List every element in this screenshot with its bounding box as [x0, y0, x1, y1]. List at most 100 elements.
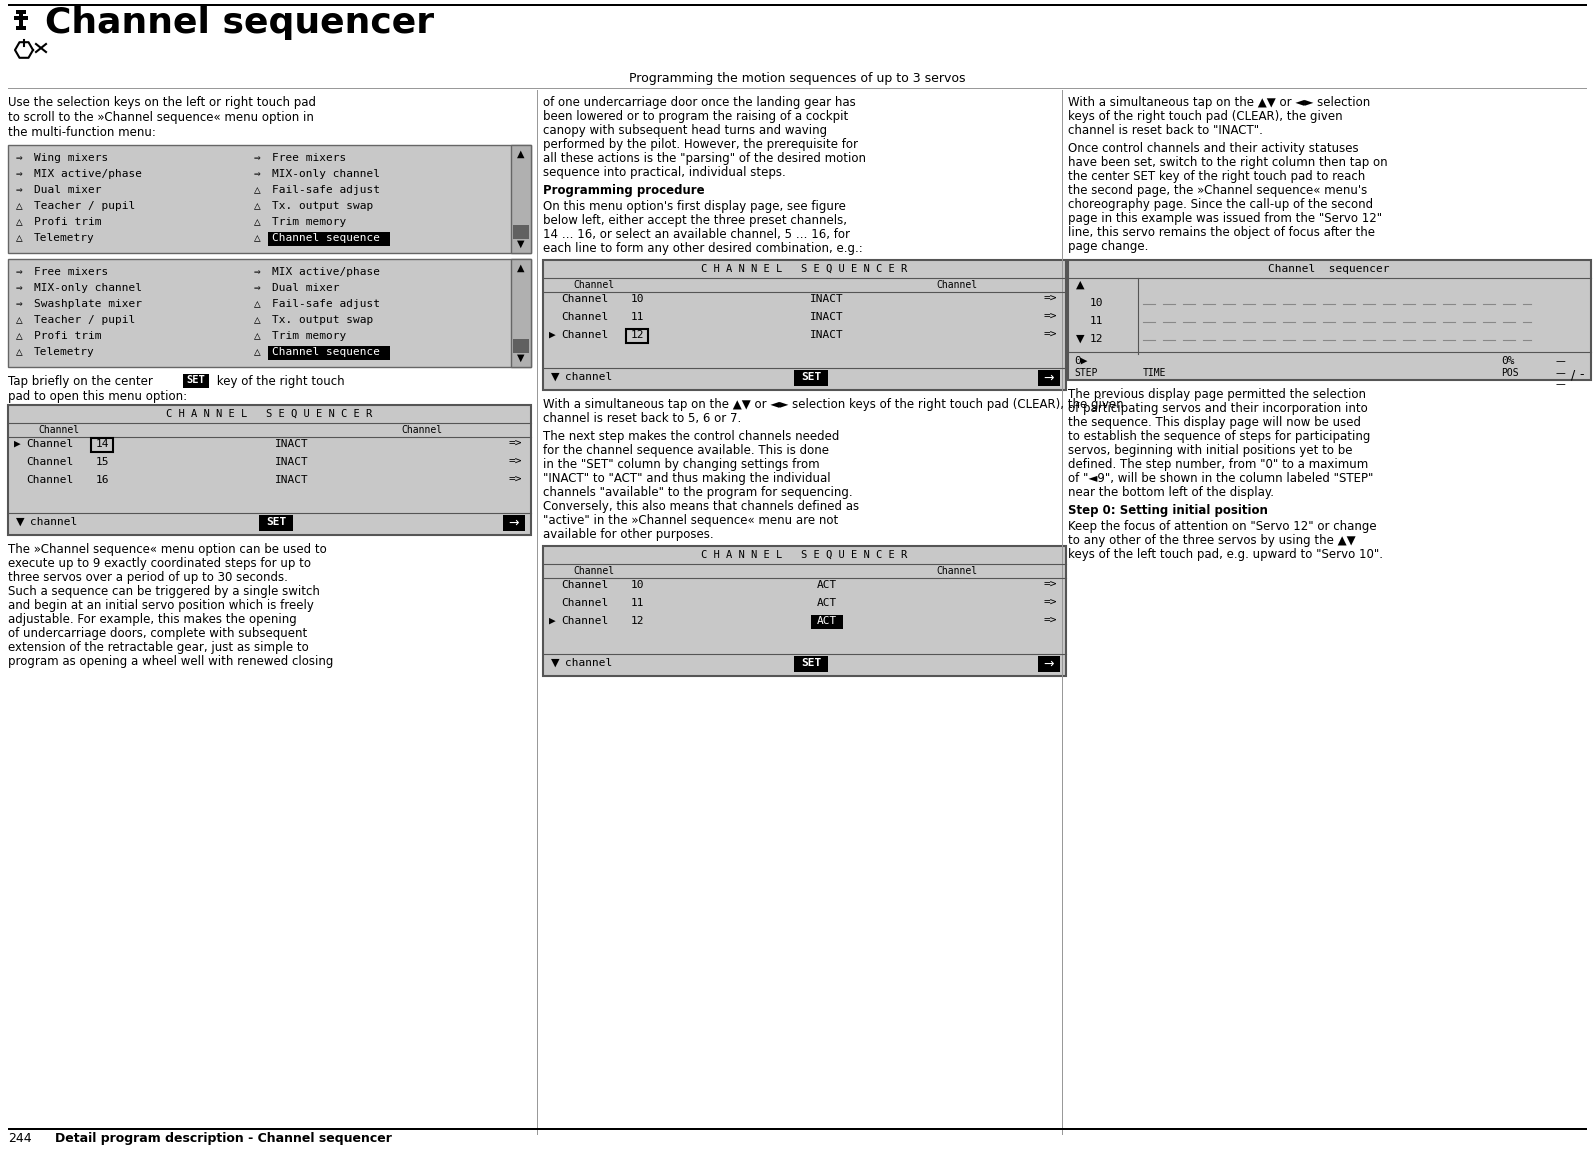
Text: pad to open this menu option:: pad to open this menu option: [8, 390, 187, 404]
Bar [1038, 370, 1061, 386]
Bar [14, 16, 29, 20]
Text: Telemetry: Telemetry [33, 347, 94, 357]
Text: Fail-safe adjust: Fail-safe adjust [273, 299, 380, 309]
Text: MIX-only channel: MIX-only channel [273, 169, 380, 179]
Text: →: → [1043, 658, 1054, 671]
Text: 0▶: 0▶ [1073, 356, 1088, 366]
Text: Channel: Channel [573, 280, 614, 291]
Text: △: △ [16, 201, 22, 211]
Text: adjustable. For example, this makes the opening: adjustable. For example, this makes the … [8, 613, 297, 626]
Text: Such a sequence can be triggered by a single switch: Such a sequence can be triggered by a si… [8, 585, 321, 598]
Text: Free mixers: Free mixers [273, 153, 346, 163]
Text: Trim memory: Trim memory [273, 331, 346, 341]
Text: sequence into practical, individual steps.: sequence into practical, individual step… [542, 166, 786, 179]
Bar [1069, 259, 1590, 380]
Text: 10: 10 [630, 580, 644, 590]
Text: Trim memory: Trim memory [273, 217, 346, 227]
Text: ⇒: ⇒ [254, 153, 260, 163]
Text: Channel sequencer: Channel sequencer [45, 6, 434, 40]
Text: ACT: ACT [817, 598, 837, 608]
Text: INACT: INACT [274, 439, 309, 449]
Bar [810, 615, 844, 630]
Text: below left, either accept the three preset channels,: below left, either accept the three pres… [542, 214, 847, 227]
Text: —
—
—: — — — [1557, 356, 1566, 390]
Text: △: △ [254, 233, 260, 243]
Text: Teacher / pupil: Teacher / pupil [33, 315, 136, 325]
Bar [514, 339, 530, 353]
Text: 12: 12 [630, 330, 644, 340]
Text: Channel  sequencer: Channel sequencer [1268, 264, 1389, 274]
Text: 10: 10 [1089, 297, 1104, 308]
Text: Telemetry: Telemetry [33, 233, 94, 243]
Text: three servos over a period of up to 30 seconds.: three servos over a period of up to 30 s… [8, 571, 287, 585]
Text: "active" in the »Channel sequence« menu are not: "active" in the »Channel sequence« menu … [542, 514, 839, 527]
Text: channel: channel [565, 372, 612, 382]
Text: ⇒: ⇒ [16, 153, 22, 163]
Text: 10: 10 [630, 294, 644, 304]
Text: INACT: INACT [810, 330, 844, 340]
Bar [8, 145, 531, 253]
Text: Channel: Channel [561, 580, 608, 590]
Text: ⇒: ⇒ [254, 169, 260, 179]
Text: Channel: Channel [400, 425, 442, 435]
Text: =>: => [1045, 598, 1057, 608]
Text: Tap briefly on the center: Tap briefly on the center [8, 375, 156, 389]
Text: to any other of the three servos by using the ▲▼: to any other of the three servos by usin… [1069, 534, 1356, 547]
Text: 11: 11 [630, 598, 644, 608]
Text: ⇒: ⇒ [16, 282, 22, 293]
Bar [510, 145, 531, 253]
Text: MIX-only channel: MIX-only channel [33, 282, 142, 293]
Text: △: △ [254, 347, 260, 357]
Text: ⇒: ⇒ [16, 169, 22, 179]
Bar [91, 438, 113, 452]
Text: Channel: Channel [26, 475, 73, 485]
Text: 12: 12 [1089, 334, 1104, 344]
Text: channel is reset back to 5, 6 or 7.: channel is reset back to 5, 6 or 7. [542, 412, 742, 425]
Text: ▼: ▼ [517, 239, 525, 249]
Text: ▲: ▲ [1077, 280, 1085, 291]
Text: 14 … 16, or select an available channel, 5 … 16, for: 14 … 16, or select an available channel,… [542, 228, 850, 241]
Text: channel is reset back to "INACT".: channel is reset back to "INACT". [1069, 125, 1263, 137]
Text: INACT: INACT [810, 312, 844, 322]
Text: SET: SET [801, 372, 821, 382]
Bar [258, 515, 293, 532]
Bar [510, 259, 531, 367]
Text: With a simultaneous tap on the ▲▼ or ◄► selection keys of the right touch pad (C: With a simultaneous tap on the ▲▼ or ◄► … [542, 398, 1123, 410]
Text: 16: 16 [96, 475, 108, 485]
Bar [514, 225, 530, 239]
Text: keys of the right touch pad (CLEAR), the given: keys of the right touch pad (CLEAR), the… [1069, 110, 1343, 123]
Text: △: △ [16, 315, 22, 325]
Text: Channel: Channel [561, 330, 608, 340]
Text: =>: => [1045, 330, 1057, 340]
Bar [794, 656, 828, 672]
Text: of participating servos and their incorporation into: of participating servos and their incorp… [1069, 402, 1369, 415]
Text: to scroll to the »Channel sequence« menu option in: to scroll to the »Channel sequence« menu… [8, 111, 314, 125]
Text: Channel sequence: Channel sequence [273, 347, 380, 357]
Text: been lowered or to program the raising of a cockpit: been lowered or to program the raising o… [542, 110, 849, 123]
Text: Channel: Channel [561, 616, 608, 626]
Text: program as opening a wheel well with renewed closing: program as opening a wheel well with ren… [8, 655, 333, 668]
Text: Step 0: Setting initial position: Step 0: Setting initial position [1069, 504, 1268, 517]
Bar [8, 3, 1587, 6]
Text: ACT: ACT [817, 616, 837, 626]
Bar [8, 259, 531, 367]
Text: △: △ [16, 331, 22, 341]
Text: Channel: Channel [38, 425, 80, 435]
Text: POS: POS [1501, 368, 1518, 378]
Text: MIX active/phase: MIX active/phase [273, 267, 380, 277]
Text: =>: => [509, 439, 523, 449]
Text: and begin at an initial servo position which is freely: and begin at an initial servo position w… [8, 600, 314, 612]
Text: TIME: TIME [1144, 368, 1166, 378]
Text: "INACT" to "ACT" and thus making the individual: "INACT" to "ACT" and thus making the ind… [542, 472, 831, 485]
Text: Use the selection keys on the left or right touch pad: Use the selection keys on the left or ri… [8, 96, 316, 110]
Text: INACT: INACT [274, 475, 309, 485]
Text: of "◄9", will be shown in the column labeled "STEP": of "◄9", will be shown in the column lab… [1069, 472, 1373, 485]
Text: ▲: ▲ [517, 263, 525, 273]
Text: Keep the focus of attention on "Servo 12" or change: Keep the focus of attention on "Servo 12… [1069, 520, 1376, 533]
Text: ▶: ▶ [14, 439, 21, 449]
Text: △: △ [16, 217, 22, 227]
Text: 11: 11 [630, 312, 644, 322]
Text: ▼: ▼ [517, 353, 525, 363]
Text: =>: => [509, 475, 523, 485]
Text: △: △ [254, 217, 260, 227]
